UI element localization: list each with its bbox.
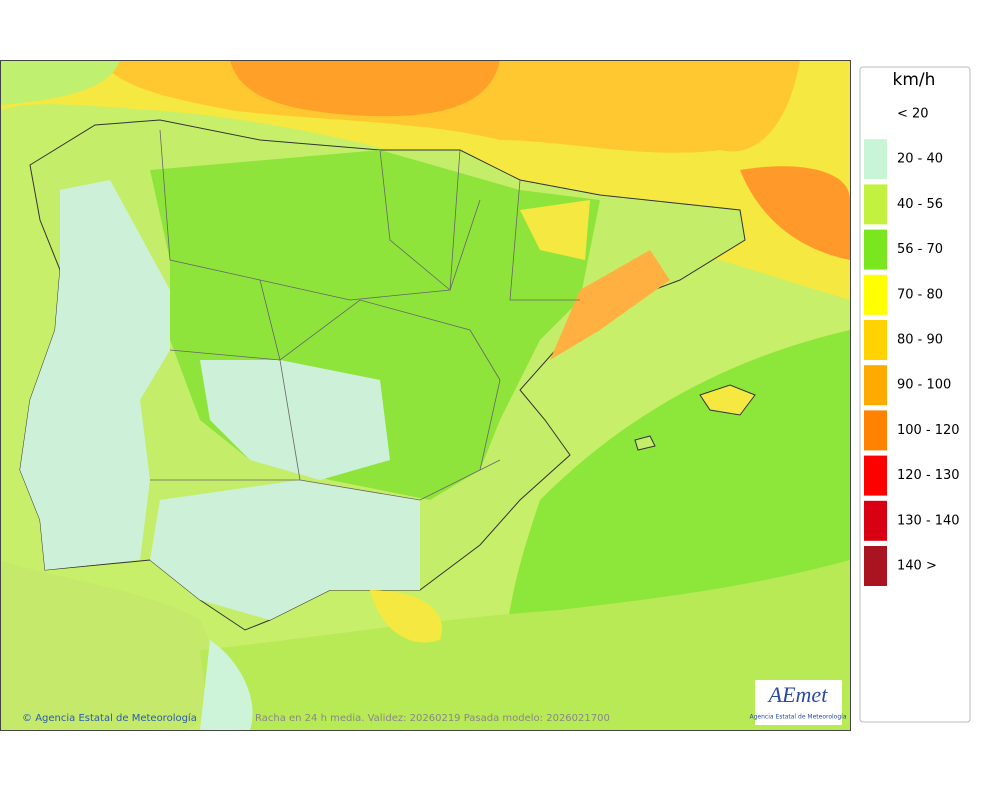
legend-label: 80 - 90 [897,333,943,348]
caption: Racha en 24 h media. Validez: 20260219 P… [255,713,610,724]
logo-subtitle: Agencia Estatal de Meteorología [750,714,847,721]
ibiza [634,435,656,451]
legend-swatch [864,229,887,270]
morocco-calm [200,640,253,730]
legend-swatch [864,184,887,225]
legend-label: 140 > [897,559,937,574]
logo-name: AEmet [767,682,829,707]
region-borders [150,129,580,501]
legend-unit: km/h [893,70,936,90]
legend-label: 40 - 56 [897,197,943,212]
gulf-of-cadiz [0,560,218,730]
legend-swatch [864,500,887,541]
legend-swatch [864,320,887,360]
aragon-gusts [520,200,590,260]
mallorca [699,384,756,416]
legend-label: 130 - 140 [897,513,960,528]
wind-map: © Agencia Estatal de Meteorología Racha … [0,60,850,730]
legend-swatch [864,455,887,496]
alboran-gusts [370,590,442,643]
legend-swatch [864,546,887,586]
gulf-of-lion [740,166,850,260]
legend-label: 56 - 70 [897,242,943,257]
legend-label: < 20 [897,107,929,122]
legend-swatch [864,274,887,315]
legend-label: 20 - 40 [897,152,943,167]
logo-box [755,680,842,725]
meseta-calm [200,360,390,480]
credit: © Agencia Estatal de Meteorología [22,712,197,724]
legend-label: 70 - 80 [897,287,943,302]
legend-label: 100 - 120 [897,423,960,438]
andalusia-calm [150,480,420,620]
legend: km/h < 20 20 - 40 40 - 56 56 - 70 70 - 80 80 … [859,66,971,723]
africa [200,560,850,730]
legend-swatch [864,139,887,180]
legend-swatch [864,365,887,406]
legend-swatch [864,410,887,451]
logo: AEmet Agencia Estatal de Meteorología [750,680,847,725]
strong-wind-zone [230,60,500,117]
legend-label: 120 - 130 [897,468,960,483]
atlantic-north [0,60,120,105]
portugal-calm [20,180,170,570]
legend-box [859,66,971,723]
ebro-gusts [550,250,670,360]
map-frame [0,60,851,731]
credit-text: Agencia Estatal de Meteorología [35,712,197,724]
legend-label: 90 - 100 [897,378,951,393]
